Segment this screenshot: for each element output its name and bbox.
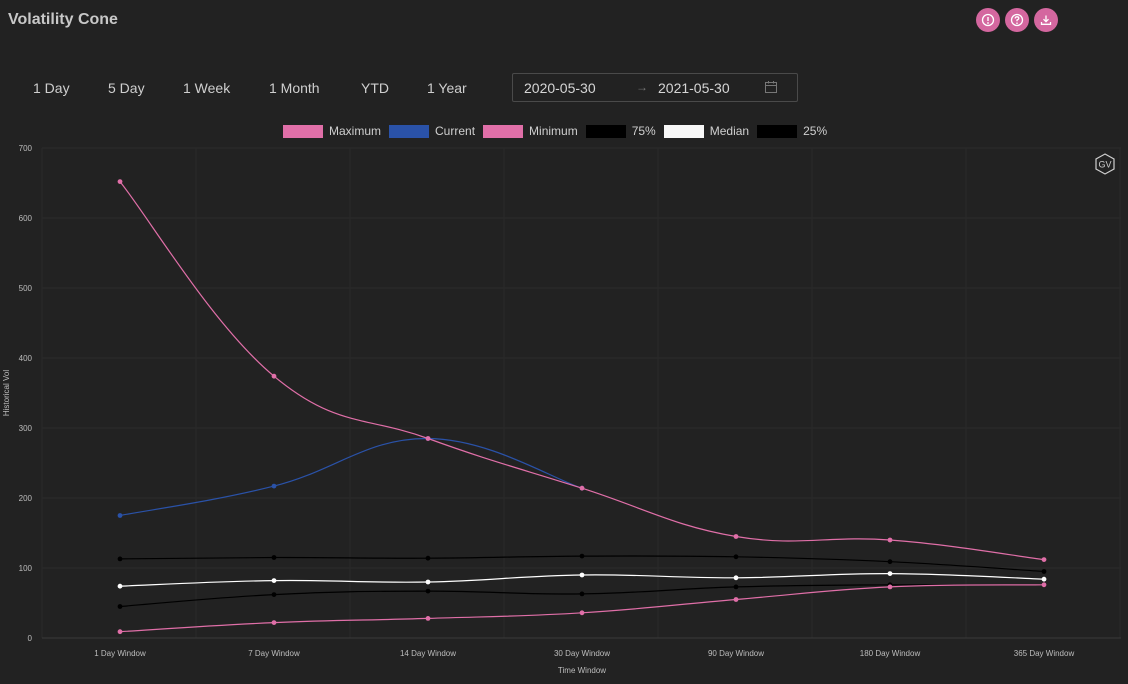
legend-label: Current [435,124,476,138]
data-point-median [117,583,123,589]
range-tabs: 1 Day 5 Day 1 Week 1 Month YTD 1 Year [33,80,487,96]
data-point-75 [425,555,431,561]
gv-badge-label: GV [1098,160,1111,170]
calendar-icon[interactable] [764,80,778,94]
tab-1-week[interactable]: 1 Week [183,80,231,96]
legend-item-25[interactable]: 25% [757,124,827,138]
legend-swatch [585,124,626,138]
tab-1-month[interactable]: 1 Month [269,80,320,96]
legend-swatch [757,124,798,138]
data-point-maximum [733,534,739,539]
legend-item-75[interactable]: 75% [585,124,656,138]
chart-axes: 0 100 200 300 400 500 600 700 1 Day Window 7 Day … [19,144,1121,658]
info-icon[interactable] [976,8,1000,32]
legend-swatch [389,124,430,138]
legend-label: Median [709,124,750,138]
x-tick-label: 1 Day Window [94,649,146,658]
y-tick-label: 300 [19,424,33,433]
data-point-25 [425,588,431,594]
data-point-maximum [425,436,431,441]
legend-swatch [483,124,524,138]
y-tick-label: 700 [19,144,33,153]
data-point-minimum [1041,582,1047,588]
legend-item-current[interactable]: Current [389,124,475,138]
legend-label: Maximum [329,124,382,138]
y-tick-label: 500 [19,284,33,293]
data-point-75 [117,556,123,562]
data-point-75 [887,559,893,565]
data-point-maximum [271,373,277,379]
chart-legend: Maximum Current Minimum 75% Median 25% [283,124,835,138]
legend-item-maximum[interactable]: Maximum [283,124,381,138]
data-point-maximum [579,485,585,491]
chart-grid [41,147,1121,639]
legend-item-minimum[interactable]: Minimum [483,124,578,138]
data-point-minimum [579,610,585,616]
x-axis-label: Time Window [558,666,606,675]
date-separator: → [636,80,648,94]
help-icon[interactable] [1005,8,1029,32]
series-line-maximum [119,181,1045,561]
page-title: Volatility Cone [8,11,118,28]
y-tick-label: 600 [19,214,33,223]
data-point-median [887,571,893,576]
data-point-75 [271,555,277,560]
tab-1-day[interactable]: 1 Day [33,80,70,96]
x-tick-label: 365 Day Window [1014,649,1075,658]
data-point-minimum [733,597,739,602]
data-point-25 [579,591,585,597]
legend-label: Minimum [529,124,578,138]
data-point-75 [733,554,739,560]
y-axis-label: Historical Vol [2,370,11,416]
start-date-input[interactable]: 2020-05-30 [524,80,596,96]
legend-swatch [663,124,704,138]
tab-1-year[interactable]: 1 Year [427,80,467,96]
chart-series [117,179,1047,635]
series-line-current [119,437,583,517]
legend-label: 75% [631,124,656,138]
data-point-75 [1041,569,1047,574]
tab-5-day[interactable]: 5 Day [108,80,145,96]
x-tick-label: 30 Day Window [554,649,610,658]
data-point-median [579,572,585,578]
data-point-maximum [887,537,893,543]
data-point-median [733,575,739,581]
y-tick-label: 400 [19,354,33,363]
data-point-25 [733,584,739,590]
data-point-maximum [117,179,123,185]
legend-item-median[interactable]: Median [663,124,750,138]
data-point-maximum [1041,557,1047,562]
y-tick-label: 100 [19,564,33,573]
data-point-25 [271,592,277,597]
gv-badge-icon[interactable]: GV [1094,153,1116,175]
y-tick-label: 0 [28,634,33,643]
x-tick-label: 7 Day Window [248,649,300,658]
data-point-current [117,513,123,518]
y-tick-label: 200 [19,494,33,503]
x-tick-label: 90 Day Window [708,649,764,658]
data-point-25 [117,604,123,609]
download-icon[interactable] [1034,8,1058,32]
date-range-picker[interactable]: 2020-05-30 → 2021-05-30 [512,73,798,102]
data-point-median [271,578,277,583]
x-tick-label: 14 Day Window [400,649,456,658]
legend-swatch [283,124,323,138]
tab-ytd[interactable]: YTD [361,80,389,96]
data-point-75 [579,553,585,559]
legend-label: 25% [803,124,828,138]
data-point-minimum [117,629,123,635]
end-date-input[interactable]: 2021-05-30 [658,80,730,96]
data-point-minimum [271,620,277,625]
data-point-minimum [887,584,893,590]
data-point-median [425,579,431,585]
x-tick-label: 180 Day Window [860,649,921,658]
header-icons [976,8,1058,32]
data-point-current [271,483,277,489]
data-point-minimum [425,616,431,621]
data-point-median [1041,576,1047,582]
